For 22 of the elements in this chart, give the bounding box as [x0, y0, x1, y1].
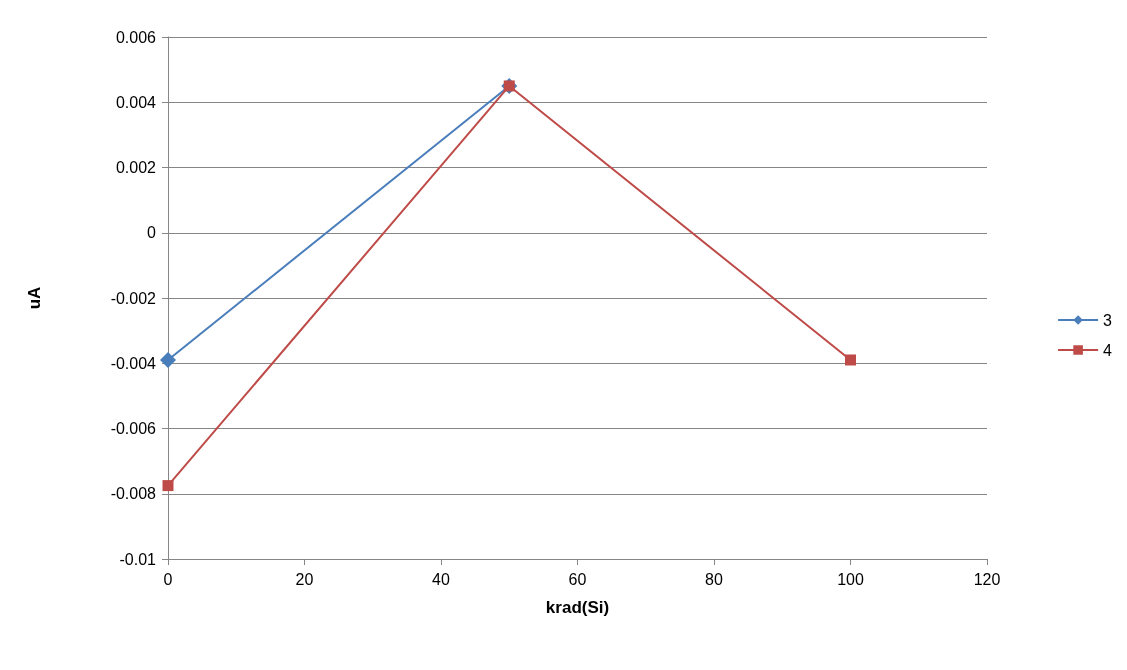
point: [845, 354, 856, 366]
legend-label: 3: [1103, 311, 1113, 329]
x-tick-label: 60: [568, 570, 587, 588]
y-tick-label: -0.002: [110, 289, 157, 307]
x-axis-title: krad(Si): [545, 598, 610, 617]
x-tick-label: 40: [432, 570, 450, 588]
x-tick-label: 0: [163, 570, 173, 588]
y-tick-label: -0.006: [110, 420, 157, 437]
point: [160, 351, 176, 368]
legend-label: 4: [1103, 341, 1113, 359]
y-tick-label: 0: [147, 224, 157, 242]
y-axis-title: uA: [25, 286, 44, 310]
x-tick-label: 20: [295, 570, 314, 588]
x-tick-label: 120: [973, 570, 1001, 588]
y-tick-label: 0.006: [115, 28, 157, 46]
y-tick-label: -0.008: [110, 485, 157, 503]
x-tick-label: 100: [837, 570, 864, 588]
y-tick-label: -0.01: [119, 550, 157, 568]
y-tick-label: -0.004: [110, 354, 157, 372]
y-tick-label: 0.004: [115, 93, 157, 111]
y-tick-label: 0.002: [115, 159, 157, 176]
x-tick-label: 80: [705, 570, 723, 588]
